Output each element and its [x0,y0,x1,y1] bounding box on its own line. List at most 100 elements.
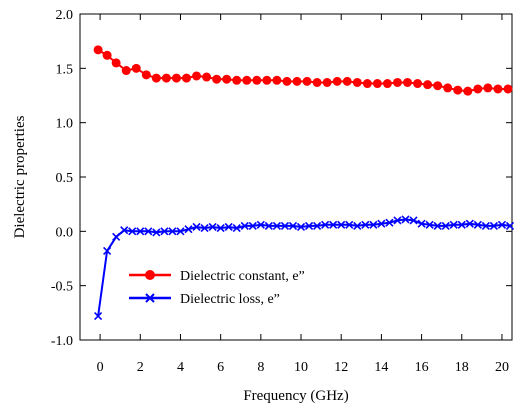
data-point [296,222,306,232]
data-point [345,220,354,229]
data-point [505,221,515,230]
data-point [103,246,112,255]
x-tick-label: 0 [97,360,104,375]
data-point [248,221,257,230]
data-point [224,222,233,232]
data-point [131,63,141,73]
data-point [280,221,290,230]
data-point [151,73,161,83]
data-point [441,221,450,230]
data-point [321,220,330,229]
data-point [264,221,273,230]
y-tick-label: 2.0 [56,8,74,23]
data-point [362,79,372,89]
data-point [192,222,201,232]
data-point [144,227,153,236]
data-point [160,227,169,236]
y-tick-label: 1.5 [56,62,74,77]
data-point [382,79,392,89]
data-point [136,227,145,236]
data-point [272,221,281,230]
data-point [262,75,272,85]
x-tick-label: 12 [334,360,348,375]
y-axis-label: Dielectric properties [12,115,28,238]
data-point [433,81,443,91]
data-point [322,77,332,87]
x-tick-label: 2 [137,360,144,375]
data-point [425,220,434,229]
y-tick-label: 1.0 [56,117,74,132]
data-point [192,71,202,81]
data-point [443,83,453,93]
y-tick-label: -0.5 [51,280,73,295]
data-point [242,75,252,85]
data-point [176,227,185,236]
data-point [288,221,298,230]
data-point [102,50,112,60]
data-point [141,70,151,80]
data-point [361,220,370,229]
data-point [353,221,362,230]
x-tick-label: 18 [455,360,469,375]
data-point [232,224,241,233]
data-point [240,221,249,230]
data-point [409,216,418,225]
data-point [112,232,121,241]
x-tick-label: 14 [374,360,388,375]
data-point [393,216,402,225]
legend: Dielectric constant, e” Dielectric loss,… [129,269,305,307]
series-line-1 [97,218,511,317]
x-tick-label: 4 [177,360,184,375]
data-point [171,73,181,83]
x-tick-label: 20 [495,360,509,375]
data-point [184,225,193,234]
data-point [403,77,413,87]
data-point [503,84,513,94]
data-point [372,79,382,89]
data-point [489,221,498,230]
data-point [483,83,493,93]
data-point [329,220,338,229]
data-point [385,218,394,227]
data-point [433,221,442,230]
data-point [292,76,302,86]
data-point [161,73,171,83]
data-point [128,227,137,236]
data-point [417,219,426,228]
data-point [332,76,342,86]
data-point [216,224,225,233]
data-point [212,74,222,84]
data-point [282,76,292,86]
data-point [256,220,265,229]
data-point [111,58,121,68]
data-point [202,72,212,82]
data-point [152,228,161,237]
data-point [312,77,322,87]
y-tick-label: 0.0 [56,225,74,240]
y-tick-label: -1.0 [51,334,73,349]
data-point [413,79,423,89]
legend-marker-constant [145,270,155,280]
y-tick-label: 0.5 [56,171,74,186]
data-point [392,77,402,87]
data-point [377,219,386,228]
x-axis-label: Frequency (GHz) [243,388,348,404]
data-point [352,77,362,87]
data-point [453,85,463,95]
data-point [272,75,282,85]
data-point [120,226,129,235]
data-point [497,220,507,229]
data-point [337,220,346,229]
x-tick-label: 10 [294,360,308,375]
data-point [181,73,191,83]
data-point [465,219,474,228]
data-point [463,86,473,96]
data-point [121,66,131,76]
legend-marker-loss [145,293,155,303]
data-point [493,84,503,94]
data-point [208,222,217,232]
legend-label-loss: Dielectric loss, e” [180,292,280,307]
x-tick-label: 8 [257,360,264,375]
x-tick-label: 16 [415,360,429,375]
data-point [369,220,378,229]
